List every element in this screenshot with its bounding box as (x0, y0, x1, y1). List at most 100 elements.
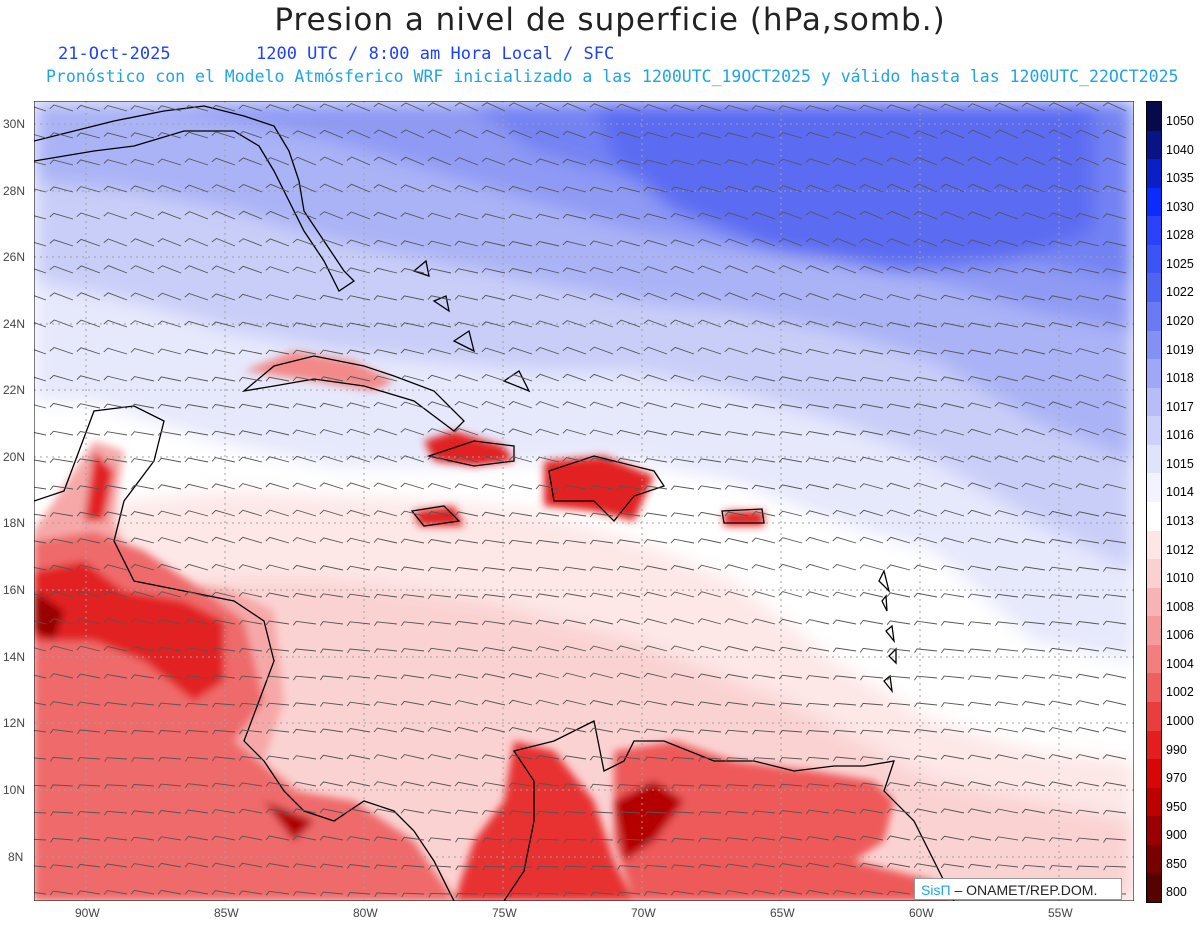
wind-barb (751, 158, 776, 166)
wind-barb (967, 183, 992, 193)
wind-barb (994, 727, 1019, 733)
wind-barb (1102, 400, 1127, 409)
wind-barb (562, 293, 587, 301)
wind-barb (1021, 102, 1046, 112)
wind-barb (1048, 809, 1073, 814)
wind-barb (1021, 538, 1046, 544)
wind-barb (643, 239, 668, 247)
wind-barb (346, 482, 371, 490)
wind-barb (886, 509, 911, 517)
wind-barb (508, 782, 533, 788)
wind-barb (670, 701, 695, 706)
wind-barb (1075, 401, 1100, 409)
wind-barb (832, 321, 857, 328)
wind-barb (104, 757, 128, 762)
wind-barb (967, 509, 992, 517)
colorbar-swatch (1147, 444, 1161, 474)
wind-barb (724, 673, 749, 679)
wind-barb (373, 510, 398, 517)
wind-barb (751, 185, 776, 193)
wind-barb (1075, 754, 1100, 760)
wind-barb (319, 376, 344, 382)
wind-barb (697, 238, 722, 247)
wind-barb (1102, 483, 1127, 490)
wind-barb (616, 103, 641, 112)
wind-barb (292, 564, 317, 571)
wind-barb (319, 349, 344, 355)
wind-barb (805, 647, 830, 652)
wind-barb (211, 157, 236, 166)
wind-barb (185, 702, 209, 708)
wind-barb (859, 157, 884, 166)
wind-barb (616, 700, 641, 706)
wind-barb (292, 620, 317, 626)
wind-barb (994, 428, 1019, 436)
wind-barb (49, 159, 74, 166)
wind-barb (427, 240, 452, 247)
wind-barb (805, 675, 830, 680)
wind-barb (1103, 838, 1127, 843)
wind-barb (454, 647, 479, 653)
wind-barb (994, 349, 1019, 355)
wind-barb (34, 593, 47, 598)
wind-barb (616, 592, 641, 598)
wind-barb (158, 730, 182, 735)
wind-barb (76, 403, 101, 409)
wind-barb (805, 563, 830, 571)
wind-barb (1021, 375, 1046, 382)
wind-barb (427, 482, 452, 490)
wind-barb (346, 565, 371, 571)
wind-barb (373, 566, 398, 571)
wind-barb (319, 183, 344, 193)
model-description: Pronóstico con el Modelo Atmósferico WRF… (46, 67, 1179, 86)
wind-barb (481, 400, 506, 409)
wind-barb (778, 292, 803, 301)
wind-barb (131, 757, 155, 762)
wind-barb (697, 890, 722, 896)
wind-barb (643, 728, 668, 734)
wind-barb (211, 647, 236, 653)
wind-barb (859, 376, 884, 382)
wind-barb (157, 265, 182, 274)
coastlines (34, 105, 955, 901)
wind-barb (535, 241, 560, 247)
colorbar-swatch (1147, 644, 1161, 674)
wind-barb (967, 621, 992, 626)
wind-barb (34, 566, 47, 571)
wind-barb (616, 756, 641, 761)
wind-barb (886, 104, 911, 112)
wind-barb (536, 865, 560, 871)
wind-barb (671, 784, 695, 790)
wind-barb (454, 240, 479, 247)
wind-barb (1075, 102, 1100, 112)
wind-barb (1022, 864, 1046, 870)
wind-barb (103, 863, 128, 869)
wind-barb (994, 808, 1019, 814)
wind-barb (779, 730, 803, 735)
wind-barb (373, 102, 398, 112)
wind-barb (49, 239, 74, 247)
wind-barb (643, 131, 668, 139)
wind-barb (34, 729, 47, 733)
wind-barb (832, 862, 857, 868)
wind-barb (1102, 241, 1127, 247)
wind-barb (752, 757, 776, 762)
lon-label: 60W (909, 906, 934, 920)
wind-barb (265, 130, 290, 139)
wind-barb (346, 183, 371, 193)
wind-barb (859, 782, 884, 788)
wind-barb (1021, 428, 1046, 436)
wind-barb (211, 536, 236, 544)
wind-barb (913, 322, 938, 328)
wind-barb (940, 754, 965, 760)
wind-barb (319, 565, 344, 571)
wind-barb (427, 754, 452, 760)
wind-barb (184, 647, 209, 652)
wind-barb (860, 702, 884, 708)
wind-barb (1102, 754, 1127, 760)
colorbar-level-label: 1035 (1166, 171, 1194, 186)
wind-barb (346, 864, 371, 869)
wind-barb (1021, 295, 1046, 301)
wind-barb (859, 536, 884, 544)
wind-barb (535, 158, 560, 166)
